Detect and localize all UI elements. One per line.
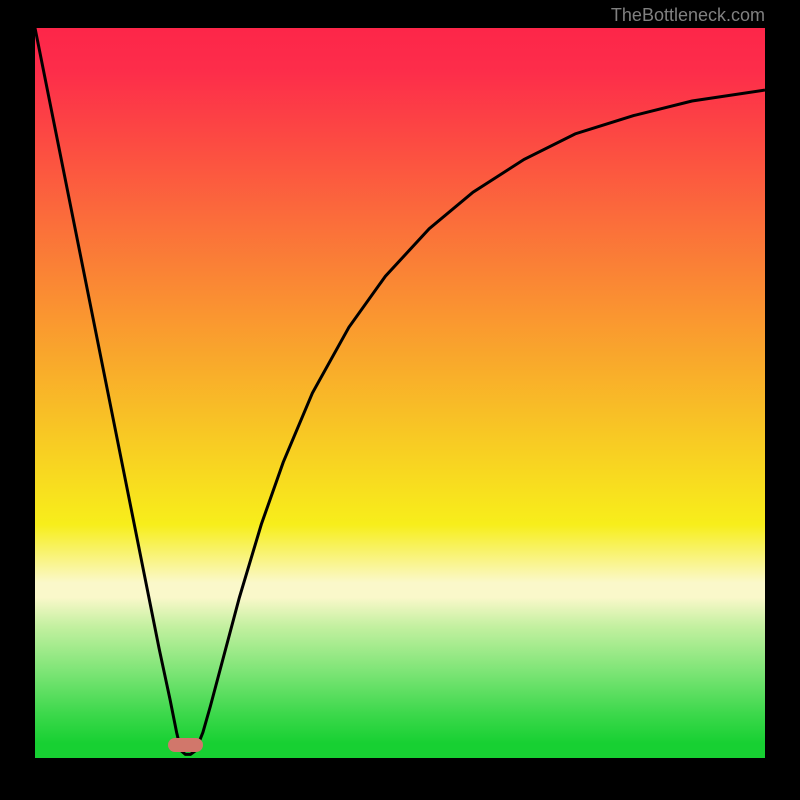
- plot-area: [35, 28, 765, 758]
- watermark-text: TheBottleneck.com: [611, 5, 765, 26]
- bottleneck-curve: [35, 28, 765, 758]
- bottleneck-marker: [168, 738, 203, 753]
